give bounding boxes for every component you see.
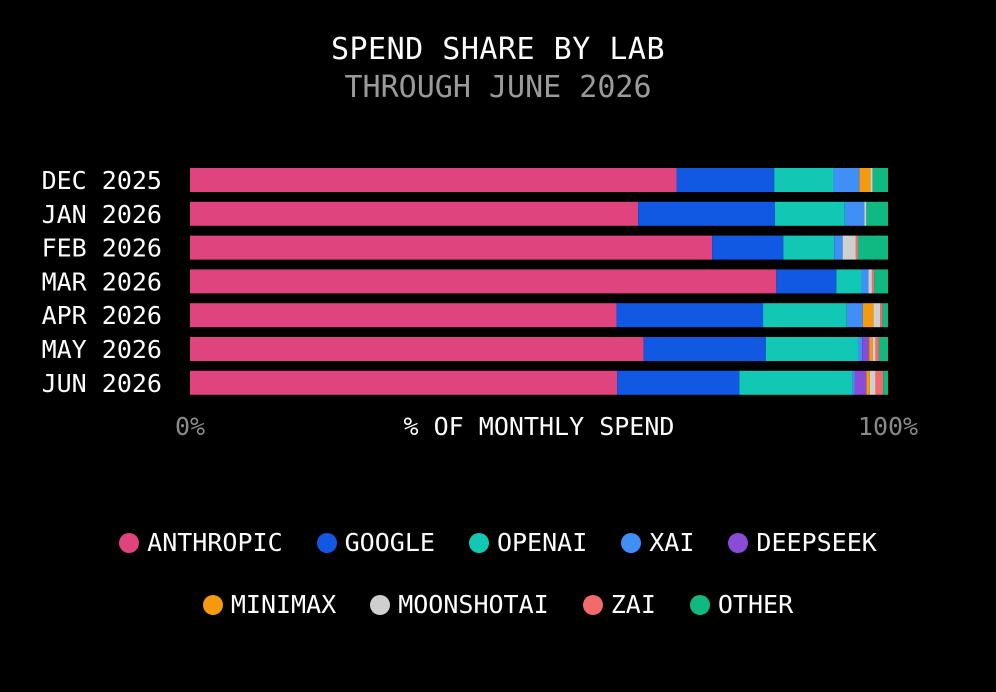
bar-segment-minimax-jun-2026 [866,370,870,395]
category-label-apr-2026: APR 2026 [42,301,162,330]
bar-segment-xai-apr-2026 [846,303,863,328]
legend-swatch-xai [621,532,642,553]
bar-segment-other-mar-2026 [874,269,888,294]
bar-segment-other-jan-2026 [866,201,888,226]
bar-segment-google-mar-2026 [776,269,837,294]
bar-segment-anthropic-may-2026 [190,337,644,361]
legend-label-deepseek: DEEPSEEK [756,528,877,557]
legend-item-other: OTHER [689,590,794,619]
legend-label-other: OTHER [717,590,794,619]
legend-item-moonshotai: MOONSHOTAI [370,590,549,619]
bar-segment-other-dec-2025 [872,168,888,192]
legend-swatch-anthropic [119,532,140,553]
legend-label-moonshotai: MOONSHOTAI [398,590,549,619]
stacked-bar-chart: DEC 2025 JAN 2026 FEB 2026 MAR 2026 APR 2026… [42,166,919,441]
bar-segment-zai-jun-2026 [875,370,884,395]
bar-segment-zai-feb-2026 [855,235,858,260]
bar-segment-google-apr-2026 [616,303,764,328]
bar-segment-google-dec-2025 [676,168,775,192]
bars-layer [190,168,888,395]
category-label-dec-2025: DEC 2025 [42,166,162,195]
legend-swatch-openai [468,532,489,553]
bar-segment-moonshotai-jan-2026 [864,201,867,226]
bar-segment-openai-jan-2026 [774,201,845,226]
bar-segment-anthropic-apr-2026 [190,303,617,328]
legend-label-minimax: MINIMAX [230,590,337,619]
category-label-mar-2026: MAR 2026 [42,267,162,296]
bar-segment-moonshotai-mar-2026 [868,269,872,294]
legend-label-openai: OPENAI [496,528,588,557]
bar-segment-google-jan-2026 [638,201,775,226]
bar-segment-google-feb-2026 [712,235,784,260]
bar-segment-moonshotai-may-2026 [872,337,876,361]
legend-item-xai: XAI [621,528,694,557]
bar-segment-openai-apr-2026 [763,303,847,328]
legend-item-deepseek: DEEPSEEK [728,528,877,557]
legend-swatch-minimax [202,594,223,615]
bar-segment-anthropic-feb-2026 [190,235,713,260]
bar-segment-zai-apr-2026 [880,303,883,328]
legend-label-zai: ZAI [610,590,656,619]
bar-segment-other-apr-2026 [882,303,888,328]
category-label-jun-2026: JUN 2026 [42,369,162,398]
legend-row-1: ANTHROPIC GOOGLE OPENAI XAI DEEPSEEK [0,528,996,557]
legend-item-zai: ZAI [582,590,656,619]
x-tick-label-min: 0% [175,412,205,441]
chart-title: SPEND SHARE BY LAB [330,32,666,67]
legend-row-2: MINIMAX MOONSHOTAI ZAI OTHER [0,590,996,619]
bar-segment-minimax-may-2026 [869,337,873,361]
bar-segment-moonshotai-jun-2026 [869,370,876,395]
x-axis-label: % OF MONTHLY SPEND [404,412,675,441]
legend-item-google: GOOGLE [316,528,435,557]
bar-segment-deepseek-jun-2026 [854,370,867,395]
bar-segment-minimax-dec-2025 [859,168,871,192]
bar-segment-anthropic-jun-2026 [190,370,618,395]
bar-segment-xai-may-2026 [857,337,863,361]
legend-swatch-moonshotai [370,594,391,615]
bar-segment-xai-jun-2026 [852,370,855,395]
category-labels: DEC 2025 JAN 2026 FEB 2026 MAR 2026 APR 2026… [42,166,162,398]
legend-swatch-google [316,532,337,553]
category-label-may-2026: MAY 2026 [42,335,162,364]
x-tick-label-max: 100% [858,412,918,441]
chart-subtitle: THROUGH JUNE 2026 [344,70,652,105]
legend-label-xai: XAI [649,528,695,557]
bar-segment-other-jun-2026 [883,370,888,395]
legend-swatch-other [689,594,710,615]
bar-segment-deepseek-may-2026 [862,337,870,361]
bar-segment-zai-mar-2026 [871,269,875,294]
bar-segment-openai-may-2026 [765,337,858,361]
legend-item-openai: OPENAI [468,528,588,557]
bar-segment-xai-feb-2026 [834,235,843,260]
legend-label-anthropic: ANTHROPIC [147,528,283,557]
bar-segment-openai-dec-2025 [774,168,834,192]
bar-segment-other-may-2026 [878,337,888,361]
bar-segment-openai-feb-2026 [783,235,835,260]
bar-segment-anthropic-jan-2026 [190,201,639,226]
category-label-feb-2026: FEB 2026 [42,234,162,263]
category-label-jan-2026: JAN 2026 [42,200,162,229]
bar-segment-moonshotai-feb-2026 [842,235,856,260]
legend-item-anthropic: ANTHROPIC [119,528,283,557]
bar-segment-minimax-apr-2026 [862,303,874,328]
bar-segment-anthropic-dec-2025 [190,168,677,192]
bar-segment-xai-mar-2026 [861,269,869,294]
bar-segment-openai-jun-2026 [739,370,853,395]
bar-segment-other-feb-2026 [857,235,888,260]
bar-segment-google-may-2026 [643,337,766,361]
bar-segment-xai-jan-2026 [844,201,865,226]
bar-segment-google-jun-2026 [617,370,740,395]
legend-swatch-zai [582,594,603,615]
legend-label-google: GOOGLE [344,528,435,557]
bar-segment-moonshotai-apr-2026 [873,303,881,328]
bar-segment-openai-mar-2026 [836,269,862,294]
bar-segment-anthropic-mar-2026 [190,269,777,294]
legend-swatch-deepseek [728,532,749,553]
legend-item-minimax: MINIMAX [202,590,337,619]
bar-segment-zai-may-2026 [875,337,879,361]
bar-segment-moonshotai-dec-2025 [870,168,873,192]
bar-segment-xai-dec-2025 [833,168,860,192]
x-axis: 0% 100% % OF MONTHLY SPEND [175,412,918,441]
